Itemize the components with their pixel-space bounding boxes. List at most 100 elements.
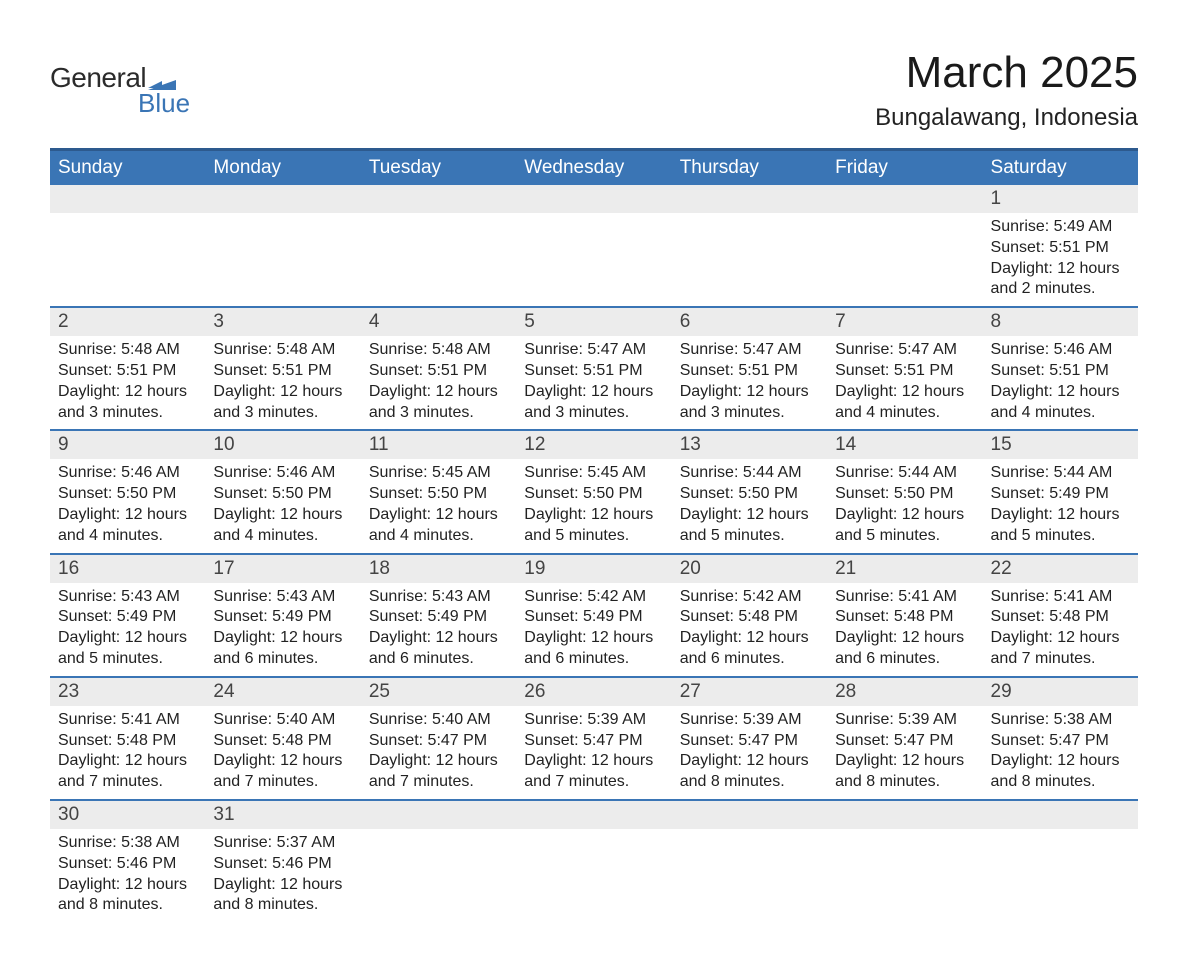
date-number: 21 (827, 553, 982, 583)
daylight-text: Daylight: 12 hours and 8 minutes. (680, 751, 819, 793)
date-number: 26 (516, 676, 671, 706)
date-number: 14 (827, 429, 982, 459)
sunset-text: Sunset: 5:48 PM (835, 607, 974, 628)
daylight-text: Daylight: 12 hours and 3 minutes. (58, 382, 197, 424)
calendar-cell: 6Sunrise: 5:47 AMSunset: 5:51 PMDaylight… (672, 306, 827, 429)
sunrise-text: Sunrise: 5:41 AM (58, 710, 197, 731)
calendar-cell: 26 Sunrise: 5:39 AMSunset: 5:47 PMDayligh… (516, 676, 671, 799)
day-header: Monday (205, 150, 360, 186)
cell-body: Sunrise: 5:46 AMSunset: 5:50 PMDaylight:… (50, 459, 205, 552)
logo: General Blue (50, 62, 190, 119)
date-number: 30 (50, 799, 205, 829)
sunrise-text: Sunrise: 5:46 AM (213, 463, 352, 484)
calendar-cell: 4Sunrise: 5:48 AMSunset: 5:51 PMDaylight… (361, 306, 516, 429)
location: Bungalawang, Indonesia (875, 104, 1138, 132)
daylight-text: Daylight: 12 hours and 7 minutes. (213, 751, 352, 793)
sunrise-text: Sunrise: 5:47 AM (680, 340, 819, 361)
day-header: Wednesday (516, 150, 671, 186)
cell-body: Sunrise: 5:41 AMSunset: 5:48 PMDaylight:… (50, 706, 205, 799)
daylight-text: Daylight: 12 hours and 4 minutes. (835, 382, 974, 424)
date-number: 3 (205, 306, 360, 336)
date-number: 11 (361, 429, 516, 459)
empty-date (50, 185, 205, 213)
date-number: 15 (983, 429, 1138, 459)
daylight-text: Daylight: 12 hours and 4 minutes. (369, 505, 508, 547)
calendar-cell: 25Sunrise: 5:40 AMSunset: 5:47 PMDayligh… (361, 676, 516, 799)
calendar-cell: 22Sunrise: 5:41 AMSunset: 5:48 PMDayligh… (983, 553, 1138, 676)
calendar-cell: 5Sunrise: 5:47 AMSunset: 5:51 PMDaylight… (516, 306, 671, 429)
calendar-cell (827, 185, 982, 306)
sunrise-text: Sunrise: 5:45 AM (369, 463, 508, 484)
empty-date (672, 185, 827, 213)
sunset-text: Sunset: 5:48 PM (991, 607, 1130, 628)
sunset-text: Sunset: 5:51 PM (369, 361, 508, 382)
empty-date (672, 799, 827, 829)
sunrise-text: Sunrise: 5:46 AM (991, 340, 1130, 361)
daylight-text: Daylight: 12 hours and 5 minutes. (680, 505, 819, 547)
sunset-text: Sunset: 5:49 PM (58, 607, 197, 628)
cell-body: Sunrise: 5:44 AMSunset: 5:50 PMDaylight:… (827, 459, 982, 552)
daylight-text: Daylight: 12 hours and 7 minutes. (369, 751, 508, 793)
daylight-text: Daylight: 12 hours and 7 minutes. (524, 751, 663, 793)
date-number: 20 (672, 553, 827, 583)
date-number: 27 (672, 676, 827, 706)
date-number: 17 (205, 553, 360, 583)
calendar-cell: 9Sunrise: 5:46 AMSunset: 5:50 PMDaylight… (50, 429, 205, 552)
empty-body (361, 213, 516, 244)
sunset-text: Sunset: 5:50 PM (524, 484, 663, 505)
calendar-cell: 23Sunrise: 5:41 AMSunset: 5:48 PMDayligh… (50, 676, 205, 799)
date-number: 8 (983, 306, 1138, 336)
day-header: Sunday (50, 150, 205, 186)
sunrise-text: Sunrise: 5:48 AM (58, 340, 197, 361)
sunset-text: Sunset: 5:51 PM (524, 361, 663, 382)
cell-body: Sunrise: 5:48 AMSunset: 5:51 PMDaylight:… (205, 336, 360, 429)
sunset-text: Sunset: 5:46 PM (213, 854, 352, 875)
daylight-text: Daylight: 12 hours and 4 minutes. (991, 382, 1130, 424)
cell-body: Sunrise: 5:43 AMSunset: 5:49 PMDaylight:… (205, 583, 360, 676)
calendar-cell (361, 185, 516, 306)
day-header: Saturday (983, 150, 1138, 186)
calendar-cell: 1Sunrise: 5:49 AMSunset: 5:51 PMDaylight… (983, 185, 1138, 306)
calendar-week: 30Sunrise: 5:38 AMSunset: 5:46 PMDayligh… (50, 799, 1138, 922)
sunrise-text: Sunrise: 5:48 AM (213, 340, 352, 361)
sunrise-text: Sunrise: 5:43 AM (369, 587, 508, 608)
day-header: Friday (827, 150, 982, 186)
empty-body (672, 213, 827, 244)
date-number: 5 (516, 306, 671, 336)
empty-body (827, 213, 982, 244)
logo-general-text: General (50, 62, 146, 94)
daylight-text: Daylight: 12 hours and 7 minutes. (991, 628, 1130, 670)
title-block: March 2025 Bungalawang, Indonesia (875, 48, 1138, 132)
sunrise-text: Sunrise: 5:47 AM (524, 340, 663, 361)
sunrise-text: Sunrise: 5:42 AM (680, 587, 819, 608)
sunrise-text: Sunrise: 5:39 AM (835, 710, 974, 731)
cell-body: Sunrise: 5:43 AMSunset: 5:49 PMDaylight:… (50, 583, 205, 676)
sunset-text: Sunset: 5:47 PM (524, 731, 663, 752)
date-number: 18 (361, 553, 516, 583)
cell-body: Sunrise: 5:38 AMSunset: 5:46 PMDaylight:… (50, 829, 205, 922)
daylight-text: Daylight: 12 hours and 7 minutes. (58, 751, 197, 793)
sunset-text: Sunset: 5:50 PM (835, 484, 974, 505)
empty-date (827, 185, 982, 213)
calendar-cell (827, 799, 982, 922)
calendar-cell: 24Sunrise: 5:40 AMSunset: 5:48 PMDayligh… (205, 676, 360, 799)
cell-body: Sunrise: 5:44 AMSunset: 5:50 PMDaylight:… (672, 459, 827, 552)
sunrise-text: Sunrise: 5:49 AM (991, 217, 1130, 238)
empty-date (983, 799, 1138, 829)
cell-body: Sunrise: 5:47 AMSunset: 5:51 PMDaylight:… (516, 336, 671, 429)
daylight-text: Daylight: 12 hours and 6 minutes. (680, 628, 819, 670)
calendar-cell (205, 185, 360, 306)
cell-body: Sunrise: 5:40 AMSunset: 5:48 PMDaylight:… (205, 706, 360, 799)
date-number: 24 (205, 676, 360, 706)
date-number: 28 (827, 676, 982, 706)
sunrise-text: Sunrise: 5:37 AM (213, 833, 352, 854)
sunrise-text: Sunrise: 5:40 AM (369, 710, 508, 731)
sunset-text: Sunset: 5:49 PM (524, 607, 663, 628)
daylight-text: Daylight: 12 hours and 6 minutes. (524, 628, 663, 670)
sunset-text: Sunset: 5:47 PM (369, 731, 508, 752)
sunrise-text: Sunrise: 5:39 AM (524, 710, 663, 731)
sunrise-text: Sunrise: 5:42 AM (524, 587, 663, 608)
calendar-cell: 21Sunrise: 5:41 AMSunset: 5:48 PMDayligh… (827, 553, 982, 676)
day-header: Thursday (672, 150, 827, 186)
cell-body: Sunrise: 5:45 AMSunset: 5:50 PMDaylight:… (516, 459, 671, 552)
